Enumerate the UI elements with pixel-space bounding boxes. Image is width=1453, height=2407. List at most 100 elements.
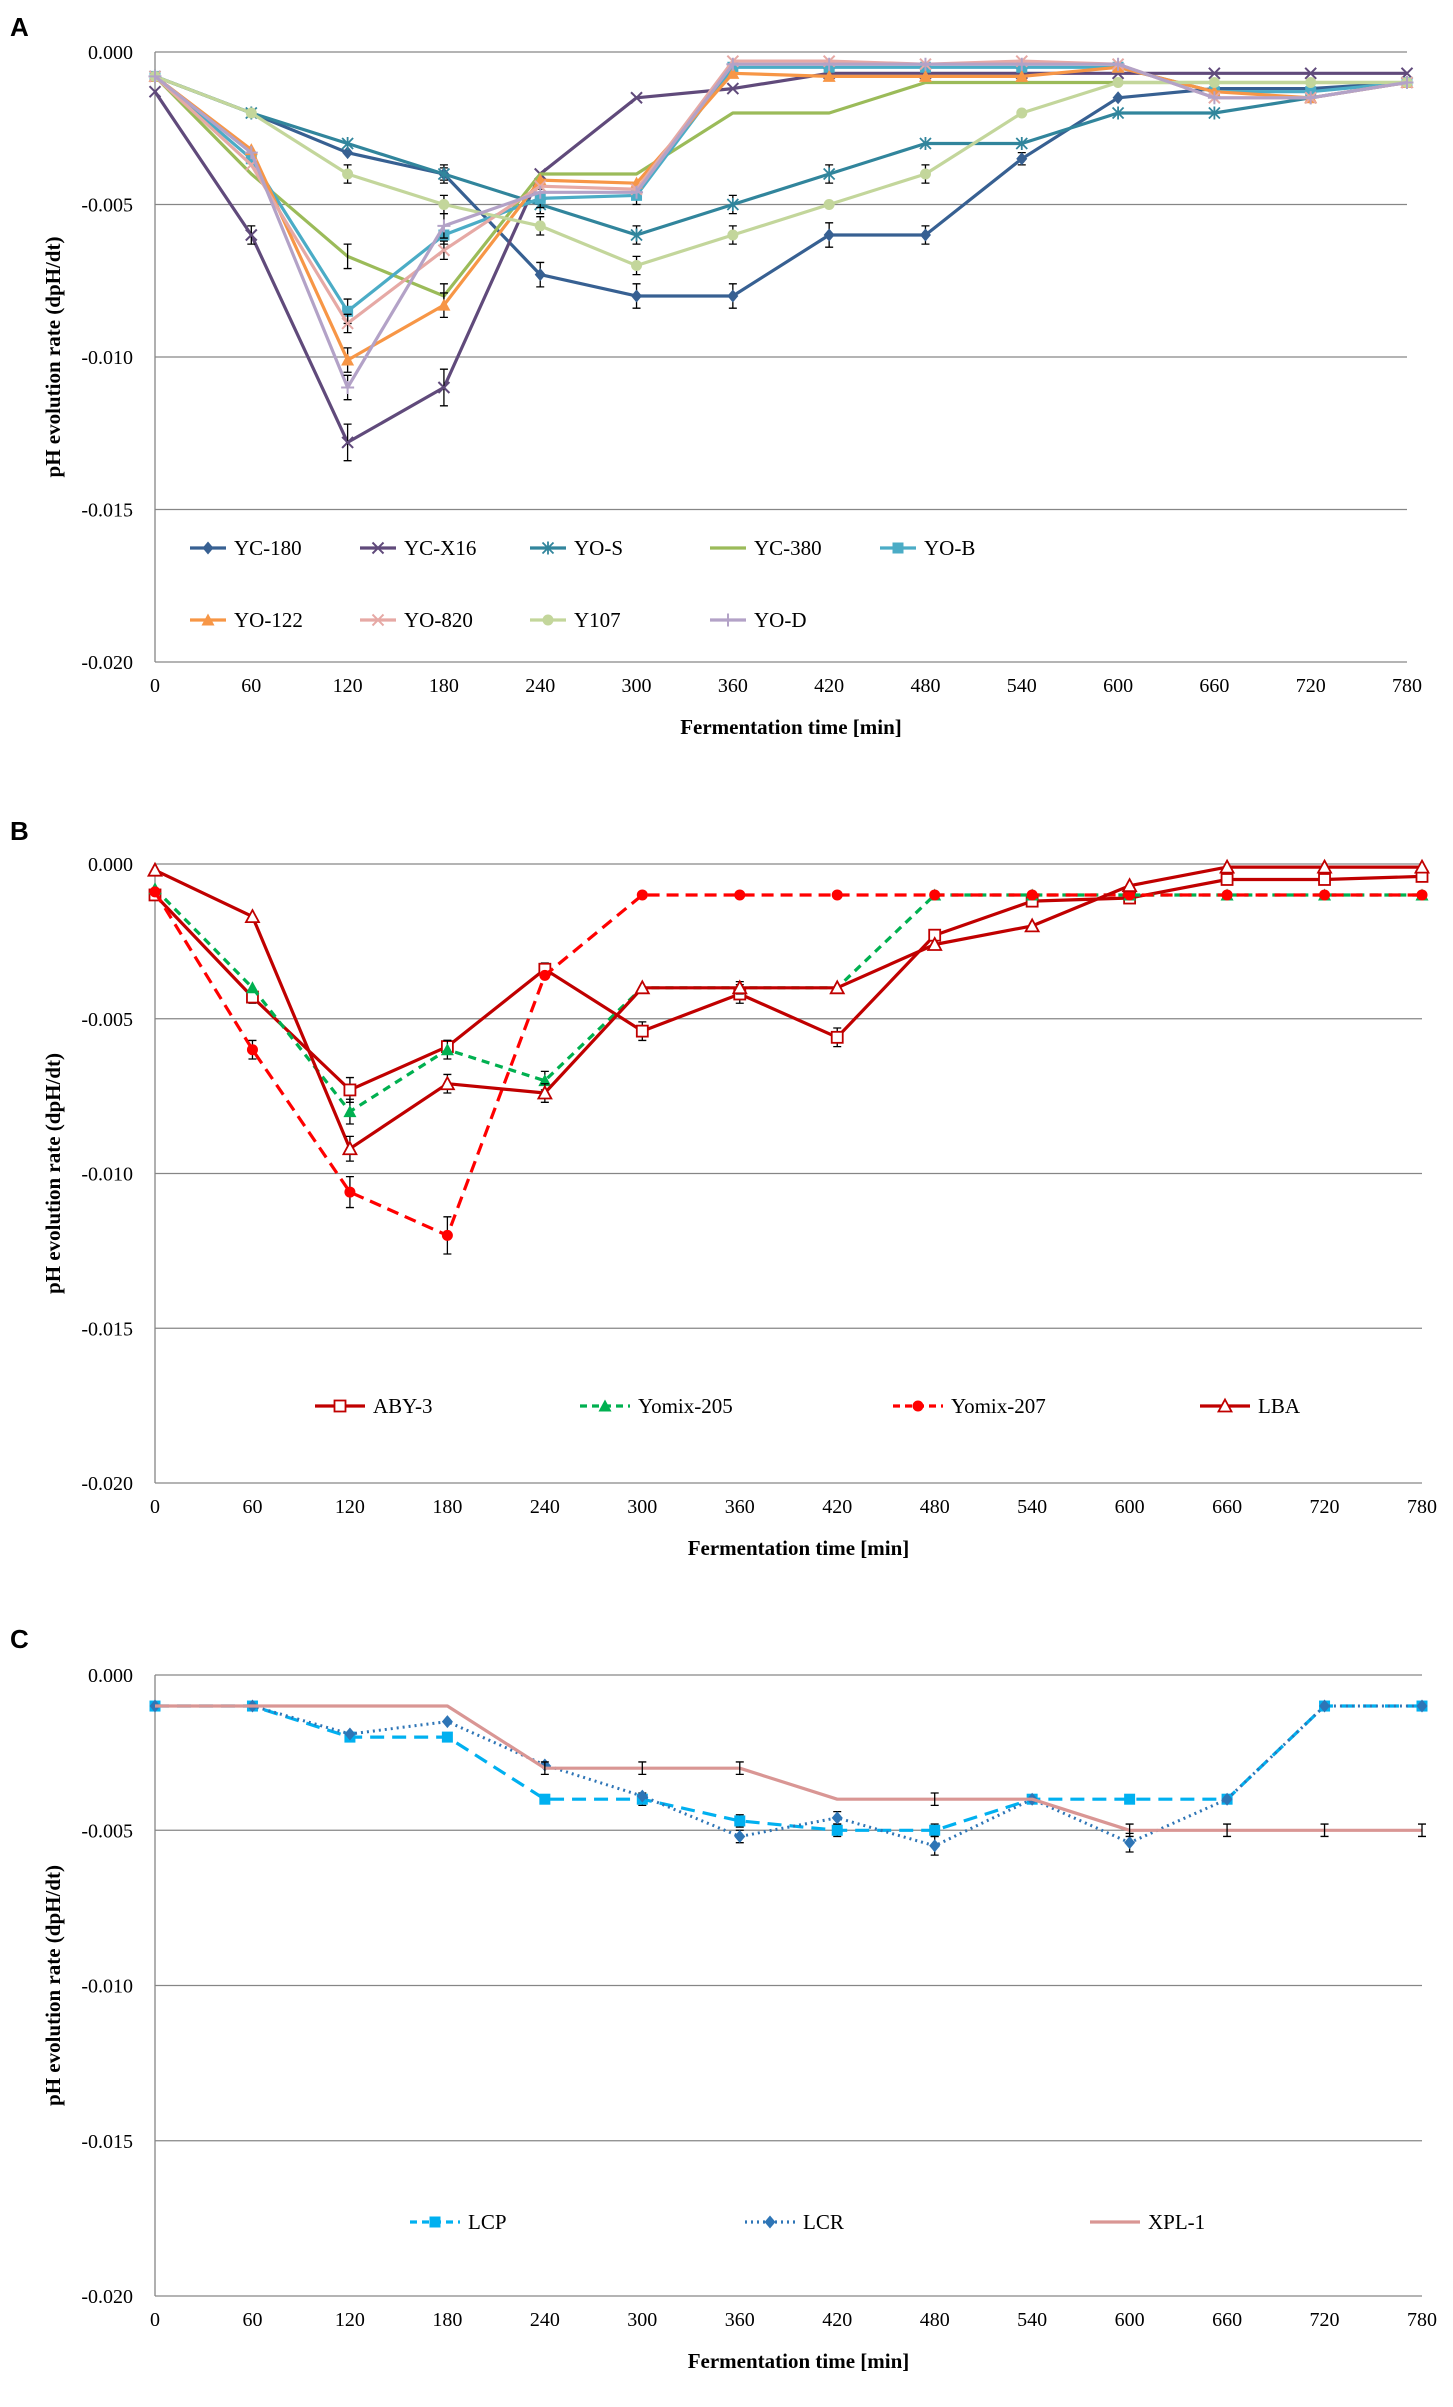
legend-item: Yomix-205 — [580, 1394, 733, 1418]
y-axis-title: pH evolution rate (dpH/dt) — [41, 1865, 65, 2106]
legend: ABY-3 Yomix-205 Yomix-207 LBA — [315, 1394, 1301, 1418]
x-tick-label: 660 — [1212, 2309, 1242, 2331]
data-point — [726, 198, 739, 211]
data-point — [636, 889, 648, 901]
data-point — [823, 167, 836, 181]
data-point — [1416, 889, 1428, 901]
data-point — [1304, 91, 1318, 105]
series-yo-d — [148, 57, 1414, 401]
x-tick-label: 540 — [1017, 1496, 1047, 1518]
x-tick-label: 60 — [241, 675, 261, 697]
x-axis-title: Fermentation time [min] — [688, 2349, 910, 2373]
y-tick-label: -0.015 — [81, 1318, 133, 1340]
y-tick-label: 0.000 — [88, 1665, 133, 1687]
series-yo-s — [148, 69, 1414, 245]
data-point — [1016, 107, 1028, 119]
data-point — [1400, 76, 1414, 89]
legend-item: YO-820 — [360, 608, 473, 632]
data-point — [734, 1815, 746, 1827]
series-lcr — [149, 1699, 1428, 1856]
data-point — [441, 1229, 453, 1241]
data-point — [341, 381, 355, 394]
data-point — [1208, 67, 1221, 80]
data-point — [1024, 917, 1041, 933]
series-line — [154, 62, 1408, 390]
series-line — [153, 874, 1423, 1092]
x-tick-label: 240 — [525, 675, 555, 697]
series-xpl-1 — [155, 1704, 1426, 1838]
legend-item: YC-380 — [710, 536, 822, 560]
data-point — [634, 979, 651, 995]
y-tick-label: -0.020 — [81, 1473, 133, 1495]
series-yo-b — [149, 61, 1413, 325]
series-lcp — [149, 1700, 1428, 1838]
y-tick-label: -0.010 — [81, 347, 133, 369]
legend-label: YO-B — [924, 536, 975, 560]
data-point — [829, 979, 846, 995]
data-point — [929, 889, 941, 901]
data-point — [1304, 67, 1317, 80]
data-point — [539, 1793, 551, 1805]
series-line — [155, 1704, 1422, 1832]
data-point — [534, 220, 546, 232]
error-bar — [343, 243, 352, 270]
data-point — [1111, 57, 1125, 71]
data-point — [341, 436, 354, 449]
x-axis-title: Fermentation time [min] — [680, 715, 902, 739]
x-tick-label: 720 — [1310, 1496, 1340, 1518]
y-axis-title: pH evolution rate (dpH/dt) — [41, 237, 65, 478]
legend-label: YO-122 — [234, 608, 303, 632]
series-line — [153, 59, 1408, 325]
data-point — [1319, 1699, 1331, 1713]
data-point — [1015, 137, 1028, 150]
panel-a: A 0.000 -0.005 -0.010 -0.015 -0.020 0 60 120 180 2… — [10, 12, 1422, 739]
x-tick-label: 180 — [429, 675, 459, 697]
y-tick-label: -0.020 — [81, 2286, 133, 2308]
data-point — [1208, 77, 1220, 88]
data-point — [245, 107, 257, 119]
error-bar — [540, 1761, 549, 1776]
data-point — [734, 1829, 746, 1843]
legend-marker — [541, 541, 555, 555]
x-tick-label: 480 — [910, 675, 940, 697]
y-axis-title: pH evolution rate (dpH/dt) — [41, 1053, 65, 1294]
data-point — [344, 1186, 356, 1198]
data-point — [342, 305, 354, 317]
data-point — [437, 167, 451, 181]
data-point — [1124, 1836, 1136, 1850]
series-line — [154, 74, 1407, 268]
data-point — [437, 244, 451, 257]
data-point — [831, 889, 843, 901]
x-tick-label: 120 — [335, 2309, 365, 2331]
data-point — [635, 1024, 649, 1038]
data-point — [245, 228, 258, 242]
panel-letter: A — [10, 12, 29, 42]
x-tick-label: 300 — [622, 675, 652, 697]
series-y107 — [149, 70, 1413, 276]
x-tick-label: 780 — [1407, 1496, 1437, 1518]
error-bar — [1125, 1823, 1134, 1838]
data-point — [1207, 91, 1221, 105]
legend-marker — [912, 1400, 924, 1412]
legend-item: YC-180 — [190, 536, 302, 560]
series-yomix-205 — [148, 882, 1429, 1125]
data-point — [631, 260, 643, 271]
x-axis-title: Fermentation time [min] — [688, 1536, 910, 1560]
panel-b: B 0.000 -0.005 -0.010 -0.015 -0.020 0 60 120 180 2… — [10, 816, 1437, 1560]
x-tick-label: 240 — [530, 1496, 560, 1518]
data-point — [726, 66, 740, 79]
data-point — [636, 1789, 648, 1803]
x-tick-label: 480 — [920, 1496, 950, 1518]
legend-marker — [1216, 1397, 1234, 1413]
x-tick-label: 780 — [1392, 675, 1422, 697]
x-tick-label: 60 — [242, 2309, 262, 2331]
x-tick-label: 540 — [1007, 675, 1037, 697]
data-point — [343, 1105, 357, 1118]
legend-label: ABY-3 — [373, 1394, 433, 1418]
legend-label: XPL-1 — [1148, 2210, 1205, 2234]
x-tick-label: 660 — [1212, 1496, 1242, 1518]
error-bar — [930, 1792, 939, 1807]
data-point — [533, 185, 547, 199]
data-point — [245, 981, 259, 994]
data-point — [1318, 873, 1331, 886]
